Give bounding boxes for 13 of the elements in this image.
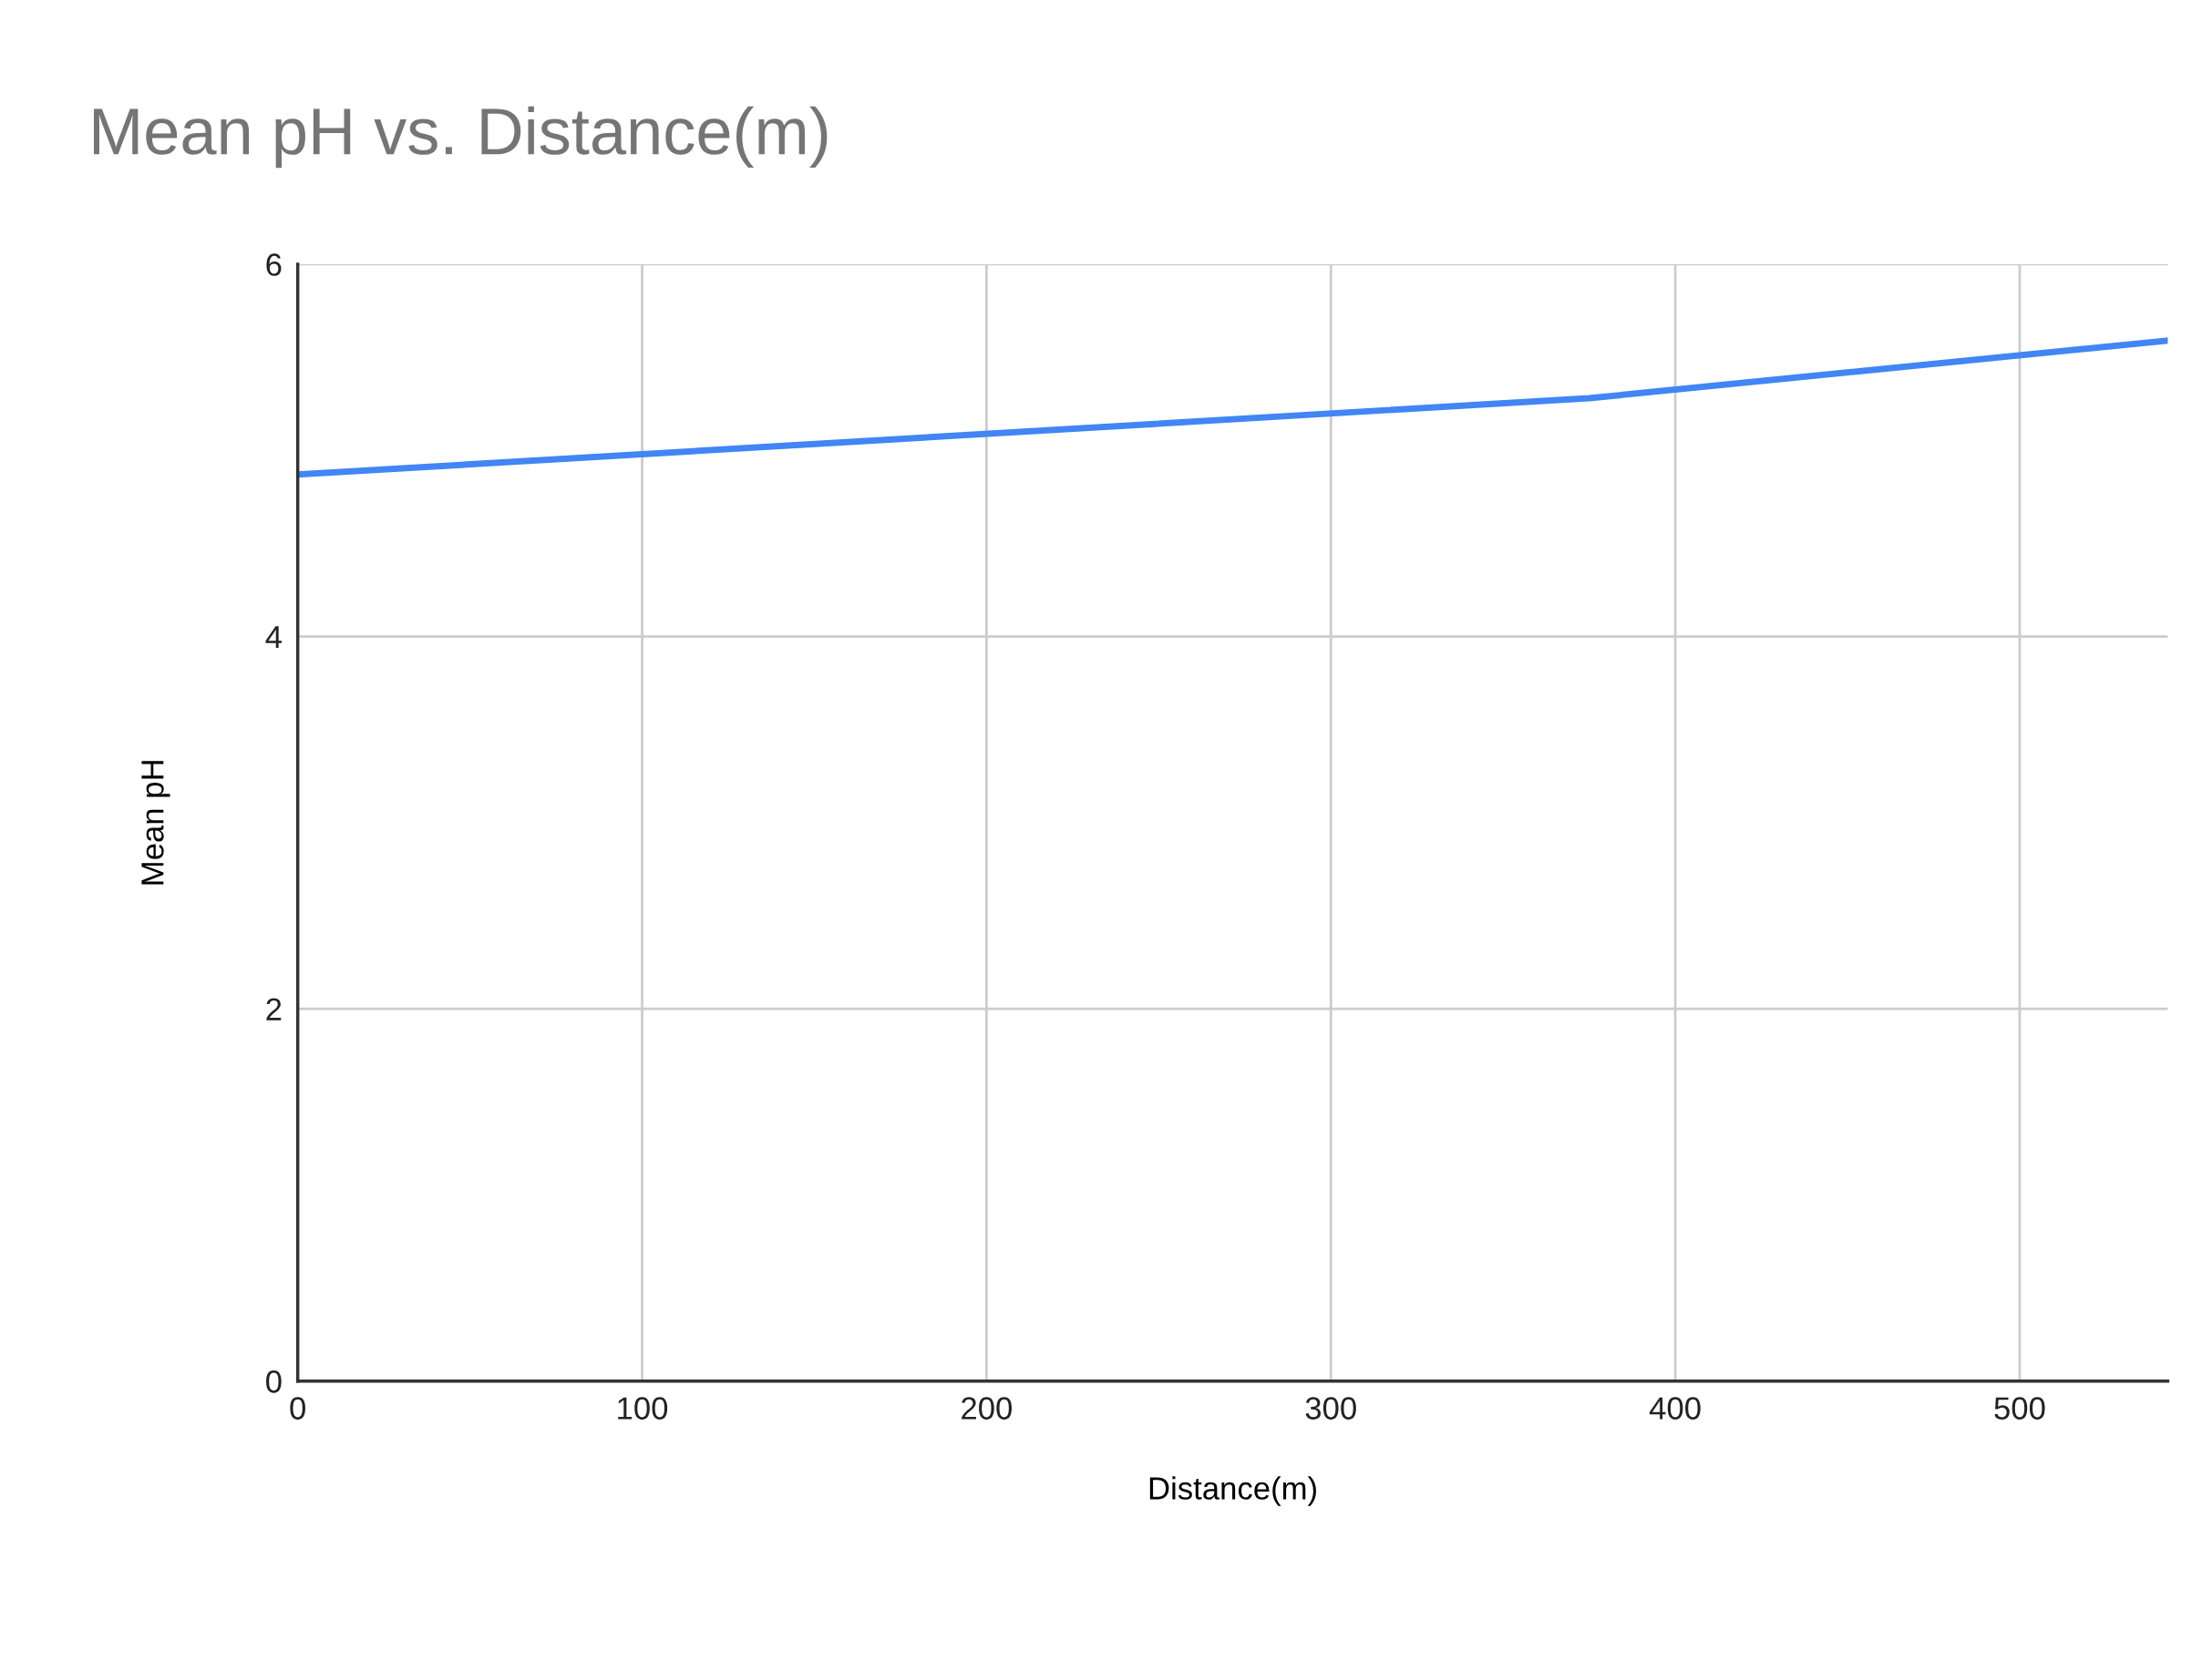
x-tick-label: 400 (1649, 1397, 1701, 1420)
y-tick-label: 0 (266, 1370, 282, 1393)
x-tick-label: 200 (962, 1397, 1013, 1420)
y-tick-label: 6 (266, 253, 282, 276)
x-tick-label: 300 (1305, 1397, 1356, 1420)
y-tick-label: 2 (266, 998, 282, 1021)
y-tick-label: 4 (265, 626, 282, 649)
y-axis-title: Mean pH (141, 761, 170, 885)
x-tick-label: 500 (1994, 1397, 2045, 1420)
x-tick-label: 100 (618, 1397, 668, 1420)
x-tick-label: 0 (290, 1397, 305, 1420)
chart-title: Mean pH vs. Distance(m) (94, 106, 828, 169)
x-axis-title: Distance(m) (1149, 1476, 1316, 1506)
